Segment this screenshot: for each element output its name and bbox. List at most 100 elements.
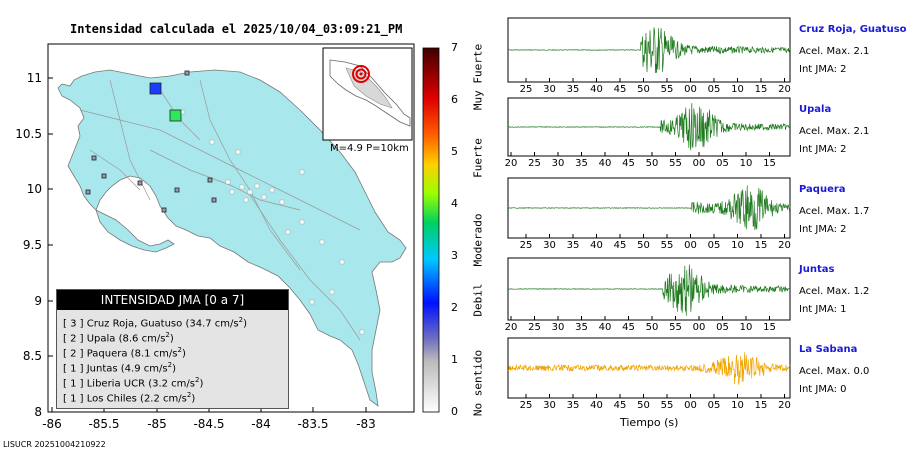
legend-row: [ 1 ] Juntas (4.9 cm/s2) (63, 361, 176, 374)
event-id: LISUCR 20251004210922 (3, 440, 106, 449)
time-tick-label: 00 (692, 322, 706, 333)
legend-unit-exponent: 2 (165, 331, 170, 339)
time-tick-label: 15 (763, 322, 776, 333)
lat-tick-label: 8 (34, 405, 42, 419)
legend-level: [ 1 ] (63, 363, 84, 375)
time-tick-label: 35 (566, 240, 580, 251)
legend-level: [ 1 ] (63, 378, 84, 390)
time-tick-label: 40 (590, 84, 603, 95)
legend-row: [ 2 ] Paquera (8.1 cm/s2) (63, 346, 186, 359)
lon-tick-label: -84 (251, 417, 271, 431)
time-tick-label: 45 (613, 84, 627, 95)
time-axis-label: Tiempo (s) (620, 416, 679, 429)
colorbar-category: Moderado (471, 213, 485, 267)
station-jma-intensity: Int JMA: 1 (799, 304, 847, 315)
nicoya-peninsula (95, 209, 175, 253)
time-tick-label: 40 (598, 158, 612, 169)
legend-level: [ 3 ] (63, 318, 84, 330)
time-tick-label: 50 (637, 400, 650, 411)
time-tick-label: 00 (692, 158, 706, 169)
epicenter-icon (352, 65, 370, 83)
legend-row-end: ) (172, 363, 176, 375)
station-jma-intensity: Int JMA: 2 (799, 224, 847, 235)
station-jma-intensity: Int JMA: 2 (799, 64, 847, 75)
time-tick-label: 55 (660, 400, 674, 411)
legend-unit-exponent: 2 (167, 361, 173, 369)
time-tick-label: 45 (622, 158, 635, 169)
legend-title: INTENSIDAD JMA [0 a 7] (57, 290, 288, 310)
time-tick-label: 15 (754, 240, 768, 251)
legend-station-text: Liberia UCR (3.2 cm/s (86, 378, 195, 390)
legend-row-end: ) (191, 393, 196, 405)
intensity-markers (85, 70, 217, 213)
seismogram-trace (507, 185, 791, 231)
time-tick-label: 40 (590, 400, 603, 411)
colorbar-category: No sentido (471, 349, 485, 417)
time-tick-label: 35 (566, 400, 580, 411)
legend-unit-exponent: 2 (238, 316, 244, 324)
lat-tick-label: 9.5 (22, 238, 42, 252)
time-tick-label: 05 (707, 240, 721, 251)
time-tick-label: 45 (622, 322, 635, 333)
colorbar-tick: 0 (451, 405, 458, 418)
time-tick-label: 20 (778, 240, 791, 251)
time-tick-label: 45 (613, 240, 627, 251)
time-tick-label: 25 (528, 158, 541, 169)
legend-row-end: ) (181, 348, 186, 360)
time-tick-label: 55 (660, 84, 674, 95)
station-name: Paquera (799, 184, 846, 195)
time-tick-label: 30 (543, 400, 556, 411)
colorbar-category: Muy Fuerte (471, 43, 485, 111)
marker-upala (149, 82, 162, 95)
legend-station-text: Juntas (4.9 cm/s (86, 363, 168, 375)
legend-row-end: ) (199, 378, 204, 390)
seismogram-trace (508, 27, 791, 74)
colorbar-category: Debil (471, 283, 485, 317)
legend-row: [ 2 ] Upala (8.6 cm/s2) (63, 331, 174, 344)
time-tick-label: 15 (754, 400, 768, 411)
lat-tick-label: 10.5 (15, 127, 42, 141)
legend-row-end: ) (243, 318, 247, 330)
legend-level: [ 2 ] (63, 348, 84, 360)
seismogram-trace (507, 103, 791, 151)
time-tick-label: 55 (660, 240, 674, 251)
legend-station-text: Cruz Roja, Guatuso (34.7 cm/s (86, 318, 239, 330)
station-accel-max: Acel. Max. 2.1 (799, 46, 870, 57)
time-tick-label: 50 (637, 84, 650, 95)
lat-tick-label: 11 (26, 71, 42, 85)
legend-unit-exponent: 2 (195, 376, 200, 384)
time-tick-label: 10 (731, 400, 744, 411)
time-tick-label: 50 (645, 322, 659, 333)
road-network (79, 79, 361, 341)
time-tick-label: 00 (684, 84, 697, 95)
time-tick-label: 30 (551, 158, 565, 169)
time-tick-label: 10 (731, 240, 744, 251)
legend-level: [ 1 ] (63, 393, 84, 405)
time-tick-label: 50 (645, 158, 659, 169)
colorbar-tick: 2 (451, 301, 458, 314)
legend-level: [ 2 ] (63, 333, 84, 345)
time-tick-label: 30 (543, 84, 556, 95)
time-tick-label: 05 (716, 322, 729, 333)
time-tick-label: 10 (739, 158, 753, 169)
lon-tick-label: -86 (42, 417, 62, 431)
time-tick-label: 20 (778, 84, 791, 95)
legend-unit-exponent: 2 (186, 391, 192, 399)
lon-tick-label: -83.5 (297, 417, 329, 431)
lat-tick-label: 8.5 (22, 349, 42, 363)
time-tick-label: 10 (739, 322, 753, 333)
time-tick-label: 35 (566, 84, 580, 95)
lat-tick-label: 10 (26, 182, 42, 196)
station-dots (179, 109, 365, 335)
costa-rica-landmass (57, 69, 407, 407)
station-name: Cruz Roja, Guatuso (799, 24, 907, 35)
station-name: Upala (799, 104, 832, 115)
time-tick-label: 25 (519, 84, 533, 95)
legend-station-text: Paquera (8.1 cm/s (86, 348, 178, 360)
time-tick-label: 35 (575, 158, 588, 169)
legend-row: [ 3 ] Cruz Roja, Guatuso (34.7 cm/s2) (63, 316, 247, 329)
time-tick-label: 20 (778, 400, 791, 411)
time-tick-label: 15 (763, 158, 776, 169)
lon-tick-label: -84.5 (193, 417, 225, 431)
